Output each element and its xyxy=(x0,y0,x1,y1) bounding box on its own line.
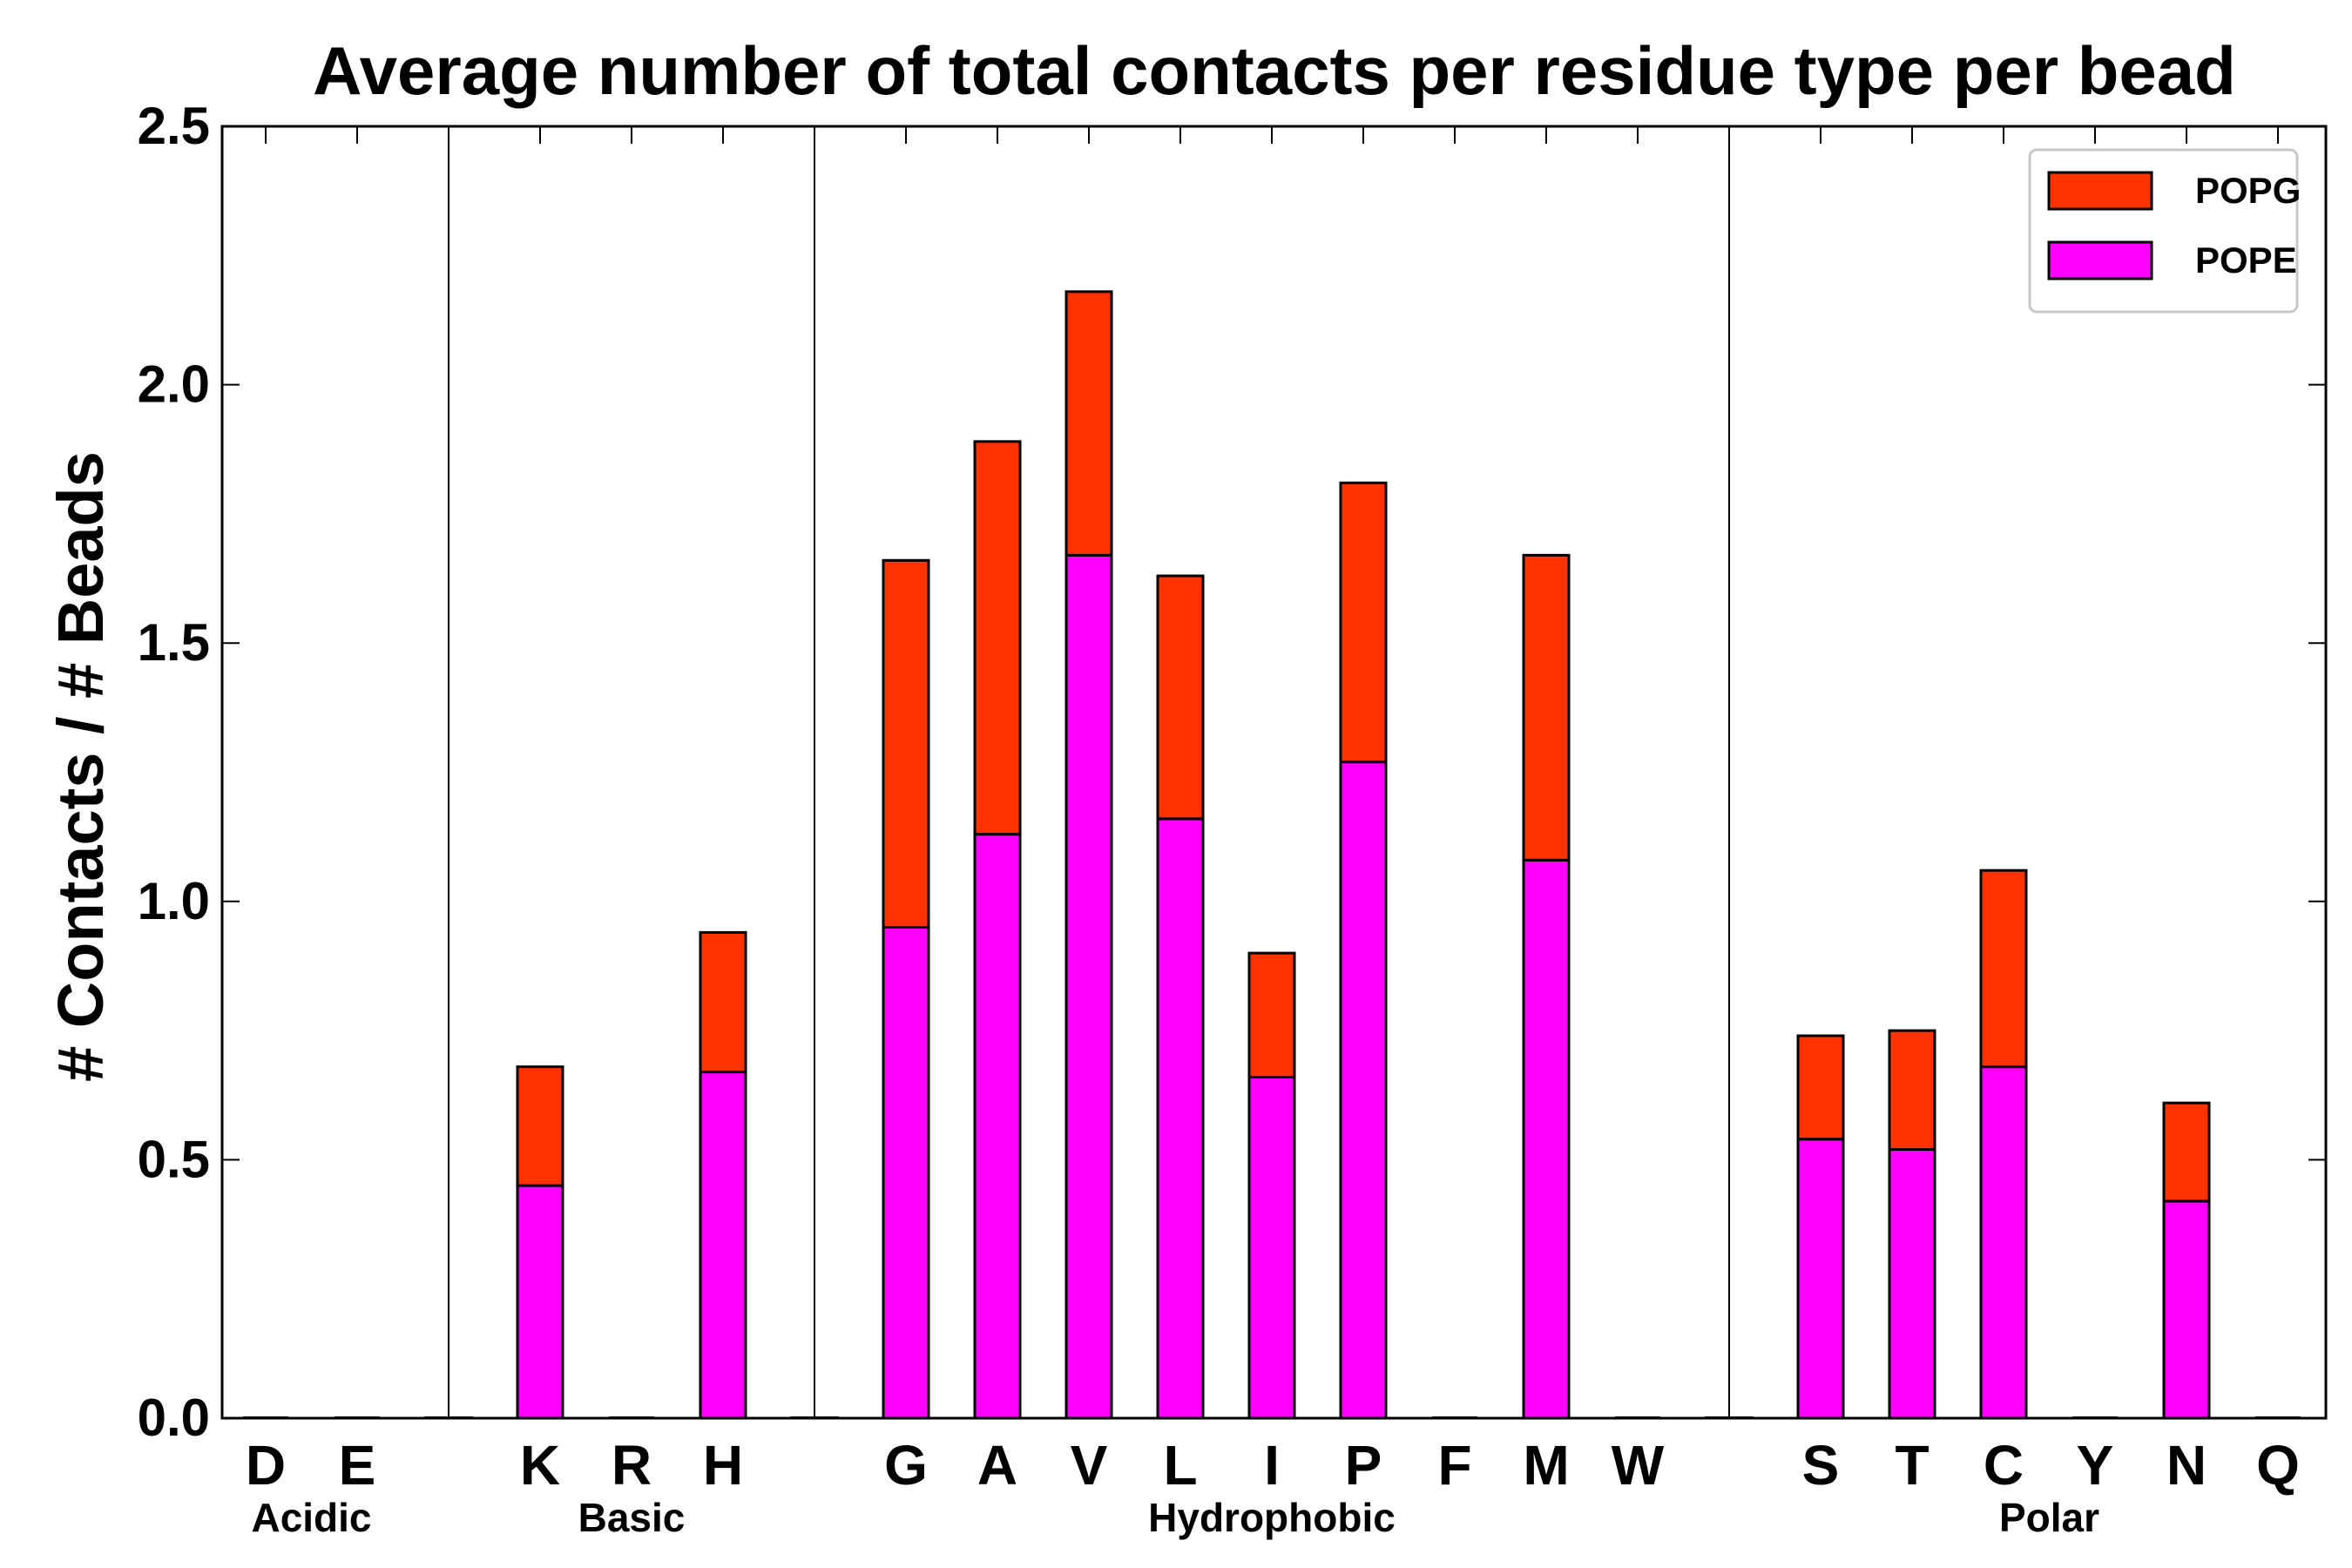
bar-pope-T xyxy=(1888,1148,1936,1420)
bar-popg-N xyxy=(2162,1101,2211,1203)
x-tick-label-I: I xyxy=(1264,1434,1280,1497)
bar-pope-K xyxy=(516,1184,564,1420)
x-tick-label-W: W xyxy=(1612,1434,1665,1497)
plot-area: 0.0 0.5 1.0 1.5 2.0 2.5 D E K R H G A V L I P F M W S T C Y N Q Ac… xyxy=(138,97,2328,1540)
legend-label-pope: POPE xyxy=(2195,240,2297,280)
bar-popg-K xyxy=(516,1065,564,1187)
bar-popg-T xyxy=(1888,1029,1936,1152)
bar-popg-V xyxy=(1064,290,1113,557)
x-tick-label-S: S xyxy=(1802,1434,1840,1497)
y-tick-label: 0.5 xyxy=(138,1130,210,1188)
x-tick-label-T: T xyxy=(1895,1434,1929,1497)
bar-pope-V xyxy=(1064,553,1113,1420)
bar-popg-L xyxy=(1156,574,1205,821)
x-tick-label-L: L xyxy=(1163,1434,1197,1497)
y-tick-label: 1.0 xyxy=(138,872,210,930)
x-tick-label-H: H xyxy=(703,1434,743,1497)
x-tick-label-N: N xyxy=(2166,1434,2207,1497)
x-tick-label-Y: Y xyxy=(2077,1434,2114,1497)
bar-popg-C xyxy=(1979,868,2028,1069)
bar-pope-L xyxy=(1156,817,1205,1420)
legend-swatch-pope xyxy=(2047,240,2153,280)
x-tick-label-A: A xyxy=(977,1434,1017,1497)
x-tick-label-D: D xyxy=(246,1434,286,1497)
y-axis-label: # Contacts / # Beads xyxy=(44,451,117,1082)
chart-title: Average number of total contacts per res… xyxy=(313,32,2236,109)
x-tick-label-G: G xyxy=(884,1434,928,1497)
bar-pope-M xyxy=(1522,858,1571,1420)
group-label-basic: Basic xyxy=(578,1495,686,1540)
x-tick-label-E: E xyxy=(339,1434,376,1497)
bar-pope-P xyxy=(1339,760,1388,1420)
x-tick-label-K: K xyxy=(520,1434,560,1497)
bar-pope-C xyxy=(1979,1065,2028,1420)
y-tick-label: 1.5 xyxy=(138,613,210,672)
bar-pope-N xyxy=(2162,1200,2211,1420)
bar-popg-M xyxy=(1522,553,1571,862)
legend-swatch-popg xyxy=(2047,171,2153,211)
bar-pope-G xyxy=(882,925,930,1420)
legend: POPG POPE xyxy=(2028,148,2301,314)
bar-popg-A xyxy=(973,440,1022,836)
group-label-hydrophobic: Hydrophobic xyxy=(1148,1495,1396,1540)
x-tick-label-Q: Q xyxy=(2256,1434,2300,1497)
bar-pope-A xyxy=(973,833,1022,1420)
x-tick-label-M: M xyxy=(1523,1434,1569,1497)
bar-pope-I xyxy=(1247,1075,1296,1420)
group-label-acidic: Acidic xyxy=(251,1495,371,1540)
y-tick-label: 0.0 xyxy=(138,1389,210,1447)
y-tick-label: 2.5 xyxy=(138,97,210,155)
x-tick-label-R: R xyxy=(612,1434,652,1497)
y-tick-label: 2.0 xyxy=(138,355,210,414)
x-tick-label-P: P xyxy=(1345,1434,1382,1497)
plot-frame xyxy=(220,125,2328,1420)
bar-pope-S xyxy=(1796,1138,1845,1420)
bar-popg-S xyxy=(1796,1034,1845,1141)
bar-popg-P xyxy=(1339,481,1388,764)
x-tick-label-F: F xyxy=(1437,1434,1471,1497)
bar-popg-H xyxy=(699,930,747,1074)
bar-pope-H xyxy=(699,1071,747,1420)
group-label-polar: Polar xyxy=(1999,1495,2099,1540)
x-tick-label-V: V xyxy=(1071,1434,1108,1497)
x-tick-label-C: C xyxy=(1984,1434,2024,1497)
bar-popg-G xyxy=(882,558,930,929)
legend-label-popg: POPG xyxy=(2195,170,2301,211)
bar-popg-I xyxy=(1247,951,1296,1078)
